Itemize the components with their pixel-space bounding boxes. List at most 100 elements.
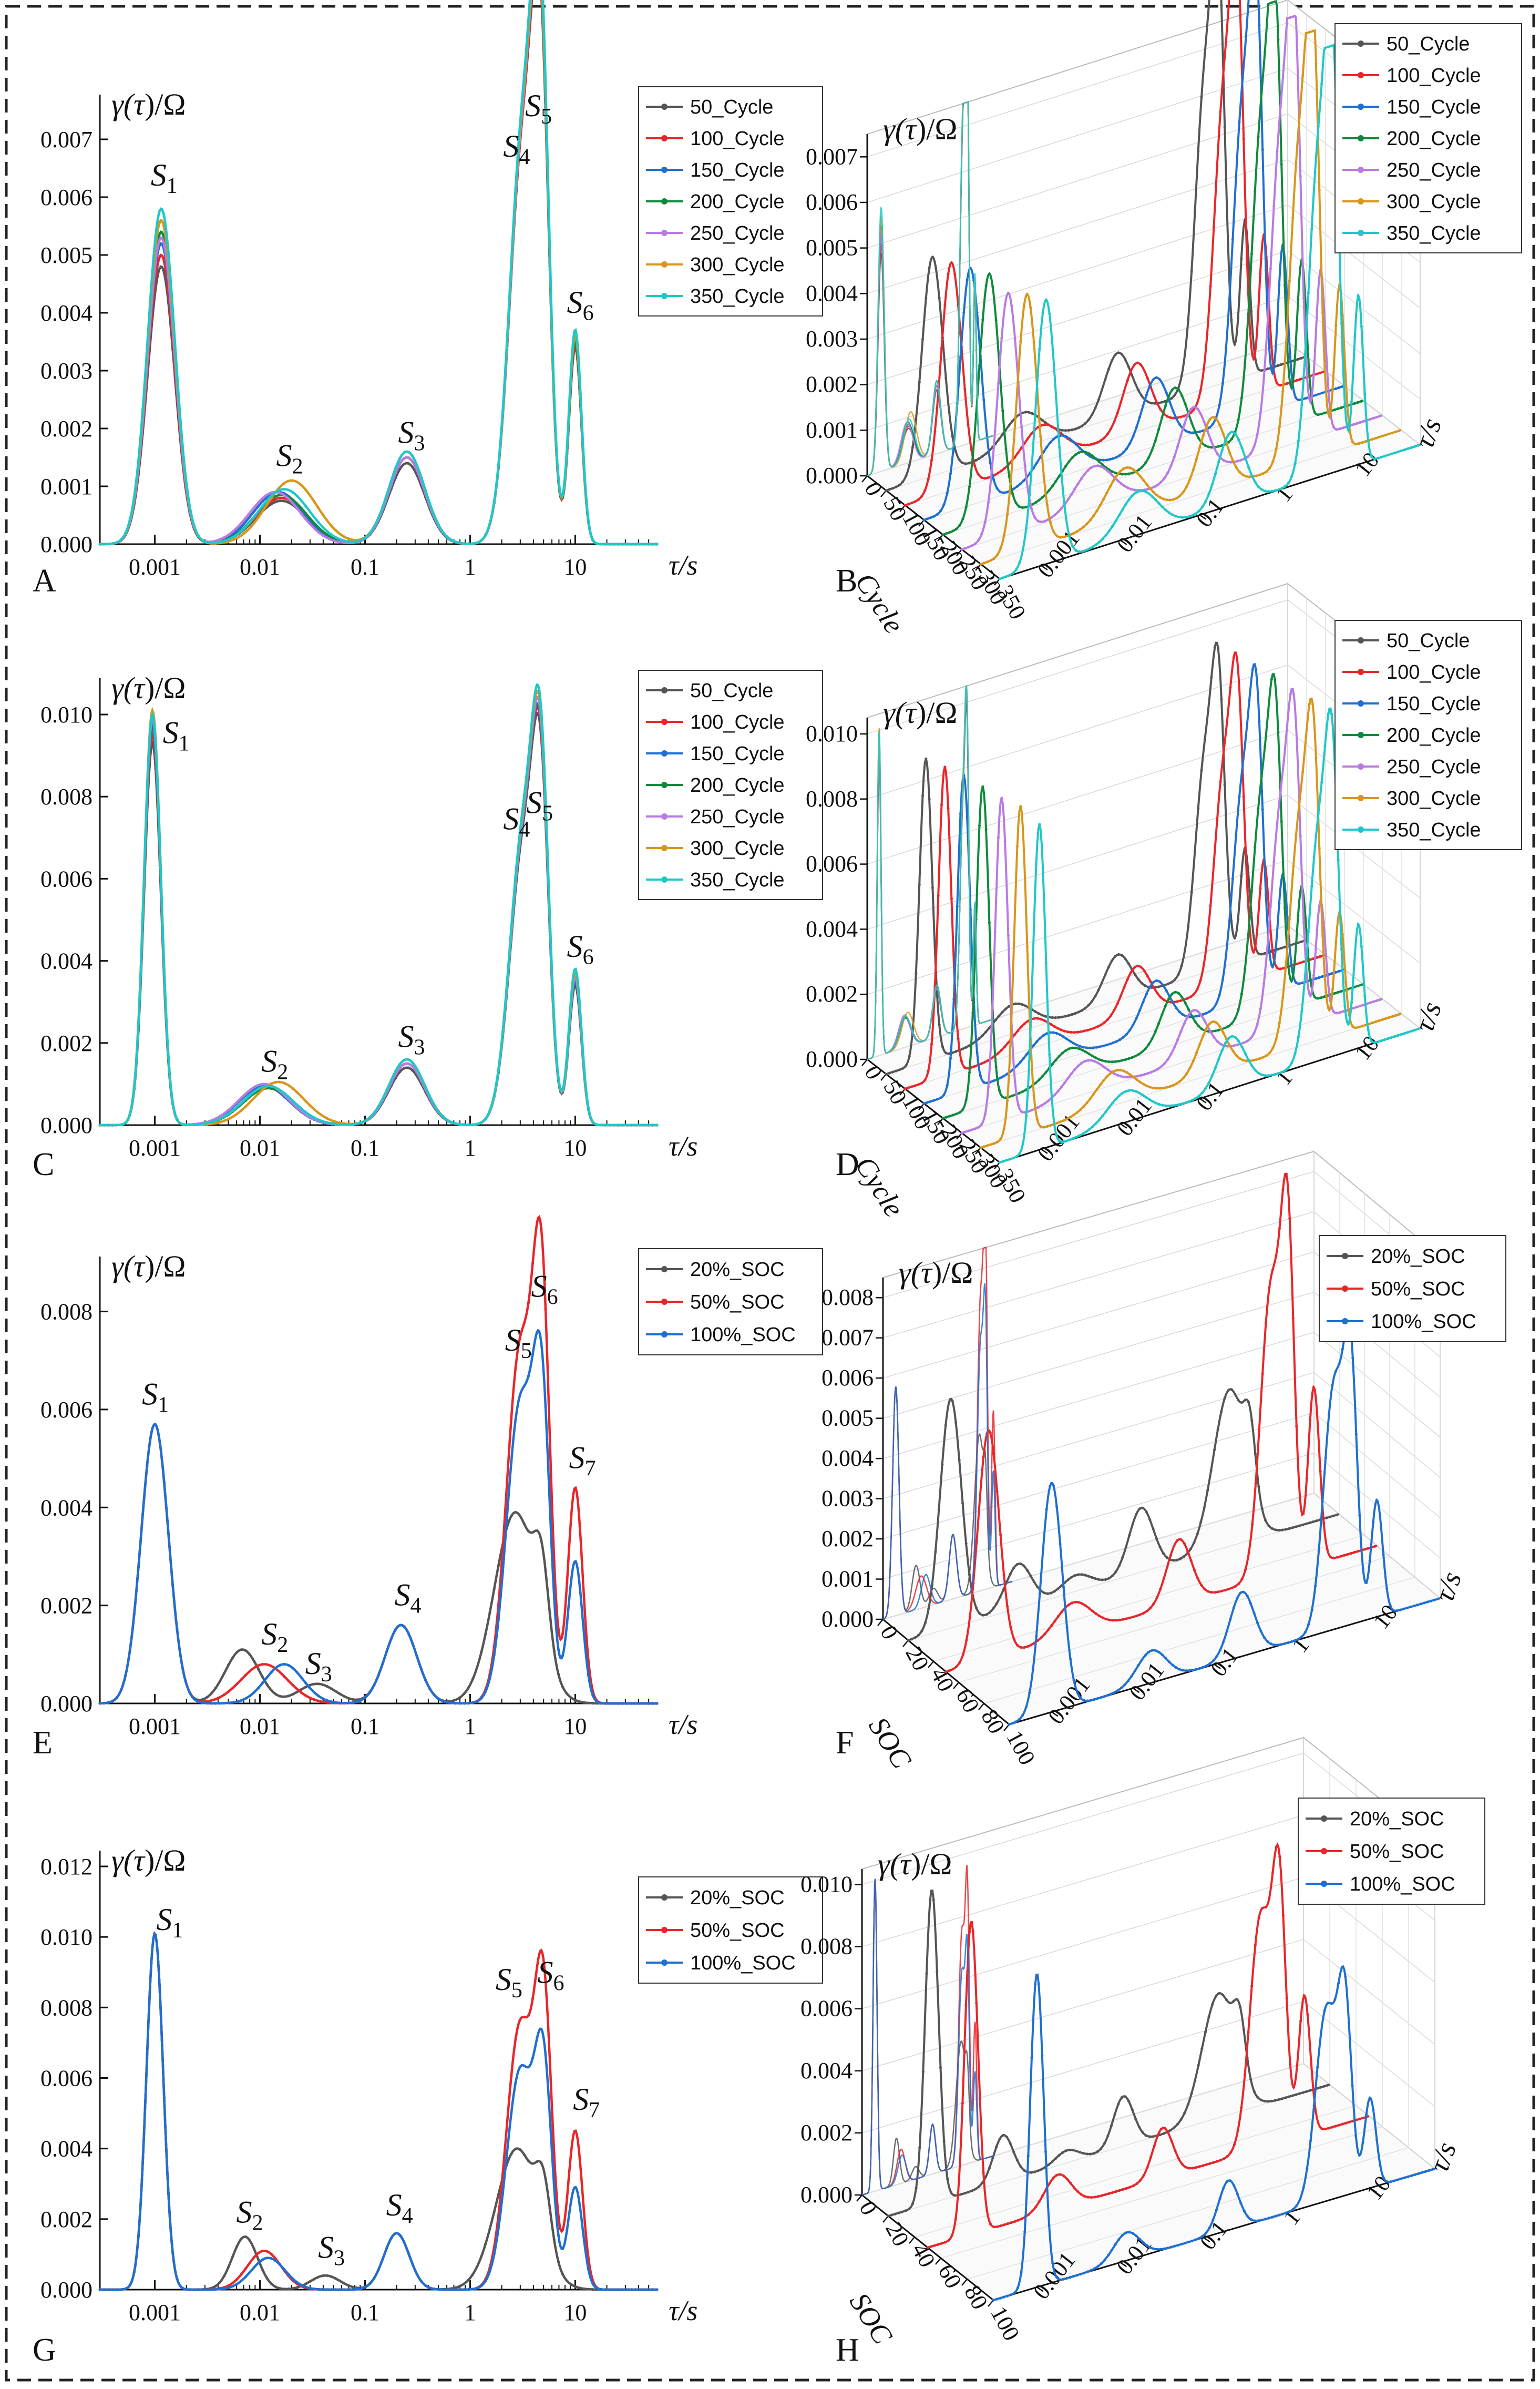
series-point-350-cycle — [574, 329, 577, 331]
series3d-point-150-cycle — [1162, 383, 1164, 386]
series3d-point-350-cycle — [1403, 1032, 1406, 1035]
series3d-point-200-cycle — [1071, 1047, 1074, 1049]
legend-marker-250-cycle — [661, 813, 668, 820]
series3d-point-150-cycle — [1052, 438, 1055, 441]
series3d-point-300-cycle — [1285, 340, 1288, 343]
series3d-point-250-cycle — [1236, 460, 1239, 463]
series3d-point-300-cycle — [1285, 961, 1288, 964]
series3d-point-350-cycle — [1058, 446, 1061, 448]
series3d-point-150-cycle — [1338, 970, 1340, 973]
series3d-point-350-cycle — [1121, 1092, 1124, 1095]
series-point-100pct-soc — [129, 2284, 131, 2286]
series3d-point-50-cycle — [964, 1046, 967, 1049]
series3d-point-150-cycle — [1019, 1061, 1022, 1064]
series-point-350-cycle — [150, 285, 152, 288]
series-point-350-cycle — [124, 1121, 127, 1124]
series3d-point-350-cycle — [1158, 502, 1161, 505]
series3d-point-350-cycle — [1078, 550, 1081, 553]
series3d-point-50-cycle — [1224, 126, 1226, 128]
series3d-point-150-cycle — [1182, 1013, 1184, 1016]
series3d-point-250-cycle — [1369, 1002, 1371, 1004]
series3d-point-50-cycle — [1124, 957, 1126, 960]
series-point-350-cycle — [639, 543, 641, 545]
series-point-250-cycle — [313, 527, 315, 529]
series3d-point-50-cycle — [1174, 978, 1176, 981]
series-point-100pct-soc — [98, 1702, 101, 1704]
series-point-100pct-soc — [141, 2162, 144, 2165]
legend-marker-20pct-soc — [661, 1266, 668, 1272]
series-point-50-cycle — [279, 499, 281, 502]
series-point-50pct-soc — [219, 1696, 221, 1699]
series-point-300-cycle — [338, 533, 341, 535]
series-point-100pct-soc — [424, 1679, 427, 1681]
series3d-point-250-cycle — [1017, 1104, 1020, 1106]
series3d-point-300-cycle — [1268, 1051, 1271, 1054]
series3d-point-50-cycle — [925, 758, 927, 760]
series3d-point-100-cycle — [1209, 285, 1212, 288]
series3d-point-50-cycle — [944, 377, 947, 380]
series-point-350-cycle — [540, 709, 542, 712]
series3d-point-50-cycle — [1174, 393, 1176, 396]
series3d-point-350-cycle — [1290, 475, 1293, 477]
series3d-point-350-cycle — [1002, 576, 1004, 579]
series3d-point-200-cycle — [1144, 462, 1147, 464]
series3d-point-250-cycle — [1176, 445, 1179, 448]
series3d-point-100-cycle — [907, 503, 910, 505]
series3d-point-100-cycle — [973, 464, 976, 467]
series-point-50pct-soc — [257, 2252, 260, 2254]
series3d-point-200-cycle — [1071, 456, 1074, 459]
series3d-point-200-cycle — [1267, 710, 1269, 712]
series3d-point-250-cycle — [1186, 414, 1189, 417]
series-point-350-cycle — [630, 1124, 633, 1126]
series3d-point-50-cycle — [1190, 270, 1193, 273]
series-point-200-cycle — [321, 530, 324, 533]
series-point-20pct-soc — [510, 2152, 512, 2155]
series-point-20pct-soc — [304, 1686, 307, 1688]
series3d-point-100-cycle — [943, 765, 946, 768]
series3d-point-350-cycle — [1294, 1052, 1297, 1055]
series-point-350-cycle — [433, 1104, 435, 1106]
series3d-point-350-cycle — [1284, 1069, 1287, 1071]
series-point-250-cycle — [412, 461, 414, 463]
series3d-point-150-cycle — [1165, 391, 1168, 394]
series-point-300-cycle — [330, 524, 333, 527]
legend-marker-300-cycle — [661, 845, 668, 851]
series3d-point-150-cycle — [1072, 441, 1075, 443]
series3d-point-350-cycle — [1393, 1035, 1396, 1038]
legend-label-100-cycle: 100_Cycle — [1387, 65, 1481, 87]
series3d-point-200-cycle — [958, 524, 961, 527]
series-point-100pct-soc — [279, 2263, 281, 2266]
series-point-350-cycle — [265, 1085, 268, 1087]
series3d-point-300-cycle — [1089, 1097, 1092, 1100]
series3d-point-350-cycle — [998, 1161, 1001, 1163]
series-point-20pct-soc — [343, 2282, 345, 2284]
series-point-250-cycle — [163, 243, 166, 246]
series-point-20pct-soc — [463, 1692, 466, 1695]
series-point-300-cycle — [257, 1093, 260, 1095]
series-point-20pct-soc — [566, 2280, 568, 2282]
x-tick-label: 0.001 — [129, 1135, 181, 1161]
series-point-20pct-soc — [523, 1523, 526, 1525]
series3d-point-200-cycle — [1004, 448, 1007, 451]
series-point-100pct-soc — [189, 1692, 191, 1694]
series3d-point-100-cycle — [987, 476, 989, 479]
series3d-point-250-cycle — [1296, 49, 1298, 52]
series-point-350-cycle — [193, 1123, 196, 1126]
series-point-100pct-soc — [274, 1667, 277, 1669]
series-point-20pct-soc — [270, 2282, 273, 2285]
series-point-100pct-soc — [180, 1659, 182, 1662]
series-point-20pct-soc — [574, 1699, 577, 1701]
series3d-point-200-cycle — [1041, 1075, 1044, 1077]
series3d-point-300-cycle — [1079, 528, 1082, 530]
series-point-350-cycle — [596, 542, 598, 545]
series3d-point-350-cycle — [1098, 1118, 1101, 1121]
series3d-point-350-cycle — [1373, 457, 1376, 460]
series3d-point-50-cycle — [1220, 698, 1223, 700]
series-point-100pct-soc — [193, 2288, 196, 2291]
series-point-300-cycle — [326, 1117, 328, 1120]
series3d-point-250-cycle — [1362, 420, 1365, 423]
series3d-point-350-cycle — [1134, 492, 1137, 494]
series3d-point-350-cycle — [1154, 1101, 1157, 1104]
series3d-point-350-cycle — [1380, 1039, 1383, 1042]
series3d-point-300-cycle — [1036, 1118, 1039, 1121]
